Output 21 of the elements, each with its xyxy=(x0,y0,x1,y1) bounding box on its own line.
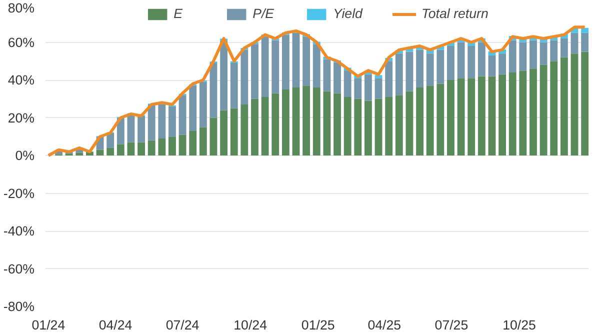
y-tick-label: -80% xyxy=(3,299,35,314)
x-tick-label: 04/25 xyxy=(368,318,402,332)
x-tick-label: 01/25 xyxy=(301,318,335,332)
legend-label: P/E xyxy=(252,6,274,21)
legend-label: Yield xyxy=(333,6,362,21)
x-tick-label: 01/24 xyxy=(32,318,66,332)
x-tick-label: 07/25 xyxy=(434,318,468,332)
legend-label: Total return xyxy=(421,6,488,21)
y-tick-label: -60% xyxy=(3,261,35,276)
x-tick-label: 10/25 xyxy=(502,318,536,332)
x-tick-label: 10/24 xyxy=(234,318,268,332)
y-tick-label: 20% xyxy=(8,110,35,126)
y-tick-label: 80% xyxy=(8,0,35,16)
y-tick-label: 40% xyxy=(8,72,35,88)
x-tick-label: 07/24 xyxy=(166,318,200,332)
x-tick-label: 04/24 xyxy=(98,318,133,332)
y-tick-label: 0% xyxy=(15,148,35,163)
legend-label: E xyxy=(174,6,184,21)
y-tick-label: -40% xyxy=(3,224,35,238)
y-tick-label: -20% xyxy=(3,186,35,201)
y-tick-label: 60% xyxy=(8,34,35,50)
